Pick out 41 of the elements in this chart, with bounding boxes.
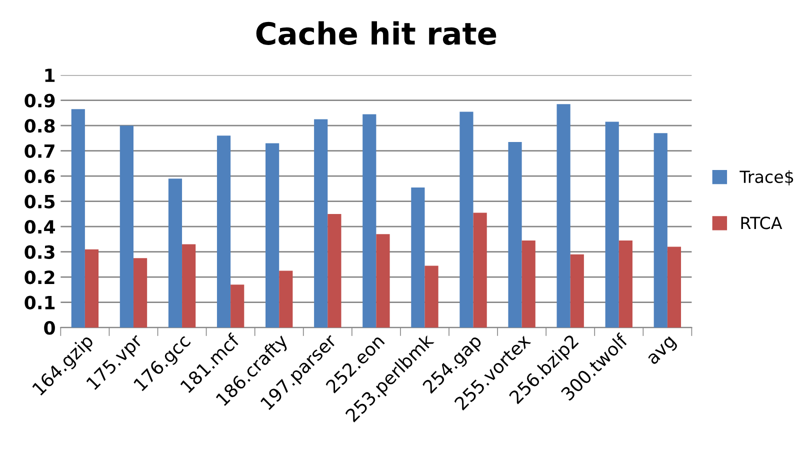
y-tick-label: 0.4: [24, 220, 55, 234]
y-tick-label: 0: [44, 321, 55, 335]
bar: [182, 244, 196, 328]
bar: [120, 126, 134, 328]
bar: [216, 136, 231, 328]
bar: [314, 119, 328, 328]
x-tick-label: avg: [647, 336, 679, 368]
bar: [328, 214, 342, 328]
bar: [411, 187, 425, 328]
bar: [376, 234, 390, 328]
bar: [473, 212, 487, 328]
legend-label: Trace$: [740, 170, 794, 186]
bar: [71, 109, 85, 328]
y-tick-label: 0.7: [24, 144, 54, 158]
bar: [230, 284, 244, 328]
y-tick-label: 0.2: [24, 270, 54, 284]
bar: [84, 249, 99, 328]
bar: [556, 104, 570, 328]
bar: [570, 254, 584, 328]
y-tick-label: 0.5: [24, 194, 55, 208]
bar: [279, 270, 293, 328]
bar: [168, 178, 182, 328]
y-tick-label: 0.8: [24, 119, 55, 133]
y-tick-label: 0.6: [24, 170, 55, 184]
bar: [605, 122, 619, 328]
bar: [522, 240, 536, 328]
bar: [424, 266, 438, 328]
legend-label: RTCA: [741, 216, 782, 230]
bar: [460, 112, 474, 328]
y-tick-label: 0.9: [24, 94, 55, 108]
bar: [362, 114, 376, 328]
y-tick-label: 0.1: [24, 296, 55, 310]
y-tick-label: 0.3: [24, 245, 54, 259]
bar: [266, 143, 280, 328]
bar: [667, 246, 682, 328]
y-tick-label: 1: [45, 68, 55, 82]
bar: [654, 133, 668, 328]
bar: [133, 258, 148, 328]
bar: [508, 142, 522, 328]
bar: [618, 240, 632, 328]
chart-title: Cache hit rate: [256, 21, 496, 45]
